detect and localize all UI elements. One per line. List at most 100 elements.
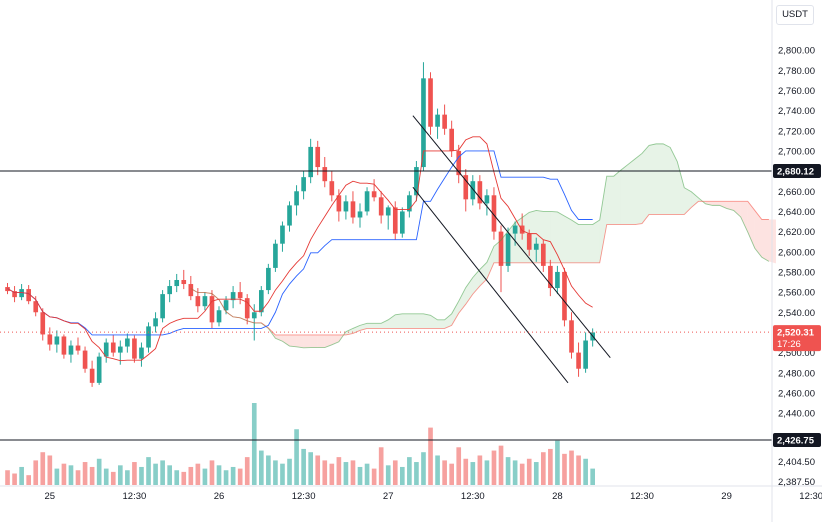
candle-body xyxy=(167,286,172,294)
countdown-label: 17:26 xyxy=(777,339,801,350)
cloud-segment xyxy=(282,335,289,346)
volume-bar xyxy=(372,469,377,485)
y-tick-label: 2,660.00 xyxy=(778,187,815,198)
cloud-segment xyxy=(466,277,473,304)
candle-body xyxy=(97,357,102,383)
volume-bar xyxy=(5,470,10,485)
volume-bar xyxy=(76,470,81,485)
cloud-segment xyxy=(593,220,600,263)
candle-body xyxy=(506,234,511,266)
cloud-segment xyxy=(600,176,607,263)
candle-body xyxy=(153,318,158,326)
volume-bar xyxy=(104,469,109,485)
cloud-segment xyxy=(663,144,670,215)
volume-bar xyxy=(358,467,363,485)
candle-body xyxy=(520,226,525,234)
cloud-segment xyxy=(318,335,325,348)
volume-bar xyxy=(337,457,342,485)
volume-bars xyxy=(5,403,595,485)
level-tag-label: 2,680.12 xyxy=(777,166,814,177)
candle-body xyxy=(287,205,292,225)
cloud-segment xyxy=(367,323,374,328)
volume-bar xyxy=(62,464,67,485)
volume-bar xyxy=(266,455,271,485)
candle-body xyxy=(118,347,123,353)
volume-bar xyxy=(217,465,222,485)
volume-bar xyxy=(569,451,574,485)
volume-bar xyxy=(55,469,60,485)
candle-body xyxy=(534,244,539,250)
volume-bar xyxy=(414,462,419,485)
volume-bar xyxy=(210,460,215,485)
candle-body xyxy=(449,129,454,151)
x-tick-label: 12:30 xyxy=(630,491,654,502)
candle-body xyxy=(48,334,53,344)
volume-bar xyxy=(400,467,405,485)
x-tick-label: 26 xyxy=(214,491,225,502)
volume-bar xyxy=(442,460,447,485)
volume-bar xyxy=(203,469,208,485)
volume-bar xyxy=(492,451,497,485)
candle-body xyxy=(301,177,306,191)
y-tick-label: 2,800.00 xyxy=(778,46,815,57)
volume-bar xyxy=(19,467,24,485)
cloud-segment xyxy=(564,216,571,263)
cloud-segment xyxy=(642,145,649,223)
volume-bar xyxy=(308,452,313,485)
cloud-segment xyxy=(691,192,698,208)
candle-body xyxy=(181,280,186,284)
volume-bar xyxy=(456,447,461,485)
cloud-segment xyxy=(572,220,579,263)
candle-body xyxy=(294,191,299,205)
cloud-segment xyxy=(487,246,494,279)
candle-body xyxy=(196,296,201,306)
cloud-segment xyxy=(304,335,311,348)
candle-body xyxy=(217,310,222,322)
volume-bar xyxy=(90,467,95,485)
volume-bar xyxy=(189,467,194,485)
volume-bar xyxy=(40,452,45,485)
y-tick-label: 2,720.00 xyxy=(778,126,815,137)
volume-bar xyxy=(132,462,137,485)
volume-bar xyxy=(33,460,38,485)
volume-bar xyxy=(294,429,299,485)
candle-body xyxy=(210,296,215,322)
cloud-segment xyxy=(557,212,564,263)
volume-bar xyxy=(506,457,511,485)
volume-bar xyxy=(583,459,588,485)
volume-bar xyxy=(590,469,595,485)
volume-bar xyxy=(167,465,172,485)
volume-bar xyxy=(273,460,278,485)
volume-bar xyxy=(471,462,476,485)
cloud-segment xyxy=(423,314,430,329)
cloud-segment xyxy=(649,144,656,215)
cloud-segment xyxy=(402,314,409,329)
y-tick-label: 2,560.00 xyxy=(778,288,815,299)
y-tick-label: 2,440.00 xyxy=(778,409,815,420)
volume-bar xyxy=(322,460,327,485)
volume-bar xyxy=(449,464,454,485)
cloud-segment xyxy=(586,225,593,263)
cloud-segment xyxy=(656,144,663,215)
candle-body xyxy=(555,272,560,288)
y-tick-label: 2,640.00 xyxy=(778,207,815,218)
volume-bar xyxy=(26,475,31,485)
candle-body xyxy=(344,201,349,211)
level-tag-label: 2,426.75 xyxy=(777,436,815,447)
volume-y-tick-label: 2,404.50 xyxy=(778,457,815,468)
volume-bar xyxy=(520,464,525,485)
volume-bar xyxy=(393,460,398,485)
volume-bar xyxy=(160,460,165,485)
leading-span-b xyxy=(191,201,769,335)
currency-label[interactable]: USDT xyxy=(776,5,814,25)
volume-bar xyxy=(421,452,426,485)
x-tick-label: 12:30 xyxy=(799,491,822,502)
candle-body xyxy=(146,326,151,347)
cloud-segment xyxy=(607,176,614,224)
volume-bar xyxy=(548,449,553,485)
y-tick-label: 2,620.00 xyxy=(778,227,815,238)
candle-body xyxy=(132,338,137,358)
candle-body xyxy=(308,147,313,177)
